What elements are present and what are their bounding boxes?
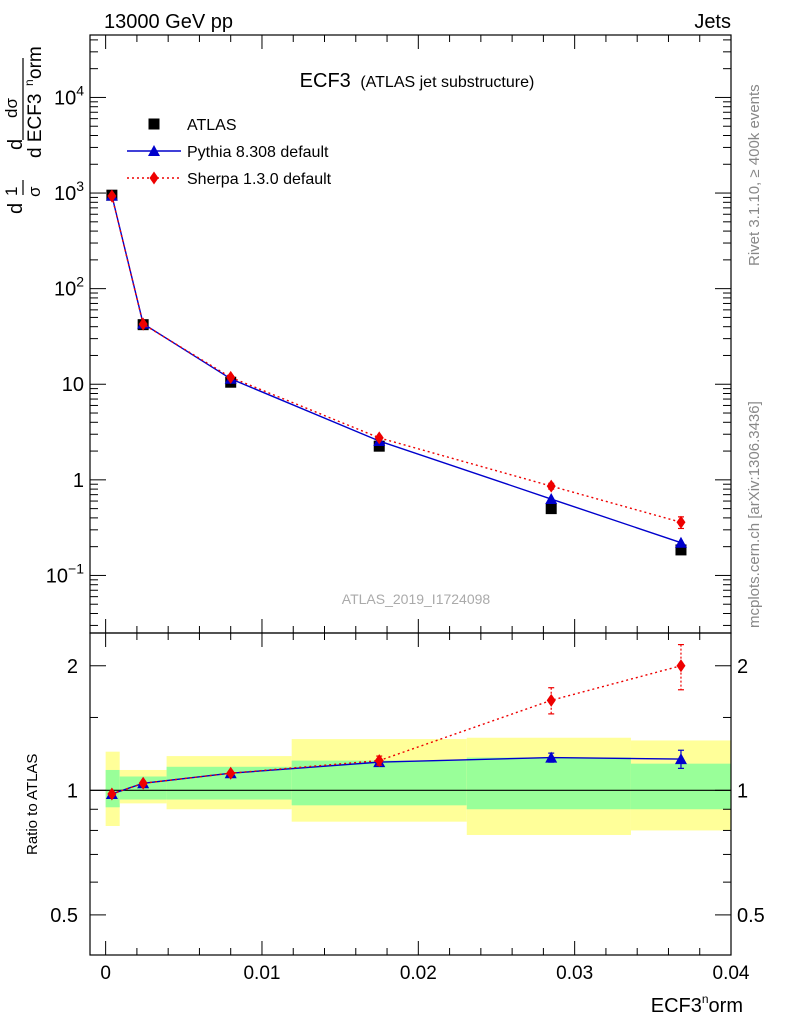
- main-series-sherpa-point: [546, 479, 556, 493]
- header-right: Jets: [694, 11, 731, 33]
- main-y-tick-label: 103: [54, 178, 84, 205]
- main-series-sherpa-line: [111, 195, 682, 523]
- x-tick-label: 0.04: [713, 963, 750, 984]
- main-series-sherpa-point: [226, 370, 236, 384]
- axes: 0 0.01 0.02 0.03 0.04 10−1 1 10 102 103 104 0.5 0.5 1…: [46, 34, 765, 984]
- y-label-d2: d: [5, 139, 27, 150]
- main-series-pythia-line: [111, 195, 682, 544]
- ratio-series-pythia-point: [545, 751, 558, 763]
- ratio-series-pythia-line: [111, 756, 681, 795]
- ratio-series-sherpa-point: [374, 754, 384, 768]
- ratio-y-tick-label-left: 1: [67, 780, 78, 802]
- y-label-orm: orm: [25, 46, 46, 79]
- y-label-sigma1: σ: [25, 186, 44, 197]
- main-plot-marks: [105, 189, 687, 556]
- y-label-one: 1: [2, 187, 21, 196]
- ratio-y-tick-label-right: 1: [737, 780, 748, 802]
- main-series-pythia-point: [545, 493, 558, 505]
- ratio-series-sherpa-point: [107, 787, 117, 801]
- ratio-y-tick-label-right: 2: [737, 656, 748, 678]
- ratio-series-sherpa-point: [546, 693, 556, 707]
- legend-marker: [148, 145, 160, 156]
- mcplots-label: mcplots.cern.ch [arXiv:1306.3436]: [746, 401, 763, 628]
- legend-label: Pythia 8.308 default: [187, 144, 329, 161]
- legend: ATLAS Pythia 8.308 default Sherpa 1.3.0 de…: [127, 117, 332, 188]
- ratio-y-tick-label-right: 0.5: [737, 905, 765, 927]
- main-y-tick-label: 102: [54, 274, 84, 301]
- ratio-band-inner: [291, 760, 467, 806]
- ratio-frame: [89, 632, 732, 956]
- main-y-tick-label: 10−1: [46, 560, 84, 587]
- header-left: 13000 GeV pp: [104, 11, 233, 33]
- ratio-bands: [90, 737, 731, 835]
- ratio-y-tick-label-left: 2: [67, 656, 78, 678]
- ratio-band-inner: [466, 757, 631, 810]
- legend-marker: [149, 171, 159, 185]
- main-series-sherpa-point: [138, 317, 148, 331]
- main-series-sherpa-point: [107, 189, 117, 203]
- y-label-n: n: [22, 79, 36, 86]
- plot-title-main: ECF3: [300, 70, 351, 92]
- x-axis-label: ECF3norm: [651, 992, 743, 1017]
- main-series-sherpa-point: [676, 515, 686, 529]
- plot-title: ECF3 (ATLAS jet substructure): [300, 70, 535, 92]
- analysis-watermark: ATLAS_2019_I1724098: [342, 591, 491, 607]
- main-series-pythia-point: [674, 536, 687, 548]
- main-series-sherpa-point: [374, 431, 384, 445]
- rivet-label: Rivet 3.1.10, ≥ 400k events: [746, 84, 763, 266]
- legend-label: ATLAS: [187, 117, 237, 134]
- x-tick-label: 0.01: [243, 963, 280, 984]
- ratio-series-sherpa-point: [226, 766, 236, 780]
- main-y-tick-label: 1: [73, 470, 84, 492]
- main-y-tick-label: 10: [62, 374, 84, 396]
- y-label-d1: d: [5, 203, 27, 214]
- ratio-y-tick-label-left: 0.5: [50, 905, 78, 927]
- main-series-atlas-point: [373, 440, 385, 452]
- x-tick-label: 0.03: [556, 963, 593, 984]
- main-y-tick-label: 104: [54, 82, 84, 109]
- ratio-series-pythia-point: [674, 753, 687, 765]
- main-y-axis-label: d 1 σ d dσ d ECF3 n orm: [2, 46, 46, 214]
- x-tick-label: 0: [100, 963, 111, 984]
- legend-marker: [148, 118, 160, 130]
- plot-title-sub: (ATLAS jet substructure): [360, 74, 534, 91]
- ratio-plot-marks: [105, 643, 687, 801]
- ratio-band-inner: [630, 763, 731, 810]
- y-label-dvar: d ECF3: [25, 94, 46, 158]
- y-label-dsigma: dσ: [2, 98, 21, 118]
- main-series-atlas-point: [545, 503, 557, 515]
- main-series-atlas-point: [675, 544, 687, 556]
- legend-label: Sherpa 1.3.0 default: [187, 171, 332, 188]
- ratio-series-sherpa-point: [138, 776, 148, 790]
- ratio-series-sherpa-point: [676, 659, 686, 673]
- x-tick-label: 0.02: [400, 963, 437, 984]
- ratio-y-axis-label: Ratio to ATLAS: [24, 754, 41, 855]
- ratio-series-sherpa-line: [111, 665, 682, 795]
